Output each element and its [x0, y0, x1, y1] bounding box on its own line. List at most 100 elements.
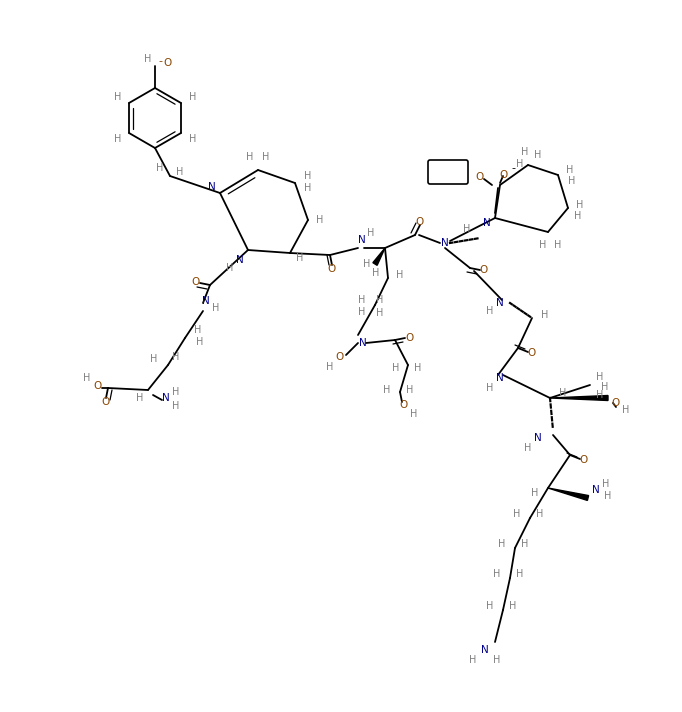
- Text: H: H: [486, 601, 494, 611]
- Text: H: H: [542, 310, 549, 320]
- Text: H: H: [559, 388, 567, 398]
- Text: H: H: [188, 135, 196, 145]
- Text: H: H: [531, 488, 539, 498]
- Text: H: H: [539, 240, 547, 250]
- Text: H: H: [514, 509, 520, 519]
- Text: H: H: [114, 92, 121, 102]
- Text: H: H: [516, 569, 524, 579]
- Text: N: N: [359, 338, 367, 348]
- Text: N: N: [592, 485, 600, 495]
- Text: O: O: [416, 217, 424, 227]
- Text: N: N: [496, 373, 504, 383]
- Text: H: H: [173, 387, 179, 397]
- Text: H: H: [376, 308, 384, 318]
- Text: H: H: [145, 54, 151, 64]
- Text: H: H: [516, 159, 524, 169]
- Text: H: H: [566, 165, 574, 175]
- Text: N: N: [483, 218, 491, 228]
- Text: O: O: [192, 277, 200, 287]
- Text: H: H: [574, 211, 582, 221]
- FancyBboxPatch shape: [428, 160, 468, 184]
- Text: H: H: [463, 224, 471, 234]
- Text: H: H: [622, 405, 629, 415]
- Text: N: N: [236, 255, 244, 265]
- Text: H: H: [326, 362, 333, 372]
- Text: H: H: [469, 655, 477, 665]
- Text: H: H: [196, 337, 204, 347]
- Text: H: H: [509, 601, 517, 611]
- Text: N: N: [162, 393, 170, 403]
- Text: H: H: [364, 259, 371, 269]
- Text: H: H: [568, 176, 576, 186]
- Text: H: H: [173, 401, 179, 411]
- Text: N: N: [496, 298, 504, 308]
- Text: H: H: [156, 163, 164, 173]
- Text: N: N: [208, 182, 216, 192]
- Text: H: H: [114, 135, 121, 145]
- Text: H: H: [486, 306, 494, 316]
- Text: -: -: [158, 56, 162, 66]
- Polygon shape: [373, 248, 385, 266]
- Text: O: O: [579, 455, 587, 465]
- Text: H: H: [383, 385, 391, 395]
- Text: H: H: [173, 352, 179, 362]
- Text: H: H: [602, 382, 609, 392]
- Text: O: O: [328, 264, 336, 274]
- Text: H: H: [263, 152, 269, 162]
- Polygon shape: [548, 488, 589, 501]
- Text: H: H: [576, 200, 584, 210]
- Text: H: H: [188, 92, 196, 102]
- Text: H: H: [602, 479, 610, 489]
- Text: O: O: [612, 398, 620, 408]
- Text: H: H: [226, 263, 234, 273]
- Text: H: H: [296, 253, 303, 263]
- Text: O: O: [336, 352, 344, 362]
- Text: O: O: [499, 170, 507, 180]
- Text: H: H: [358, 307, 366, 317]
- Text: H: H: [304, 183, 312, 193]
- Text: H: H: [554, 240, 562, 250]
- Polygon shape: [550, 395, 608, 400]
- Text: H: H: [406, 385, 414, 395]
- Text: H: H: [493, 569, 501, 579]
- Text: O: O: [479, 265, 487, 275]
- Text: H: H: [368, 228, 374, 238]
- Text: Abs: Abs: [439, 167, 457, 177]
- Text: H: H: [414, 363, 421, 373]
- Text: H: H: [392, 363, 400, 373]
- Text: H: H: [177, 167, 183, 177]
- Text: H: H: [246, 152, 254, 162]
- Text: H: H: [521, 539, 529, 549]
- Text: N: N: [358, 235, 366, 245]
- Text: O: O: [94, 381, 102, 391]
- Text: N: N: [534, 433, 542, 443]
- Text: H: H: [194, 325, 202, 335]
- Text: H: H: [136, 393, 144, 403]
- Text: O: O: [399, 400, 407, 410]
- Text: H: H: [396, 270, 404, 280]
- Text: O: O: [405, 333, 413, 343]
- Text: H: H: [316, 215, 324, 225]
- Text: H: H: [486, 383, 494, 393]
- Text: O: O: [101, 397, 109, 407]
- Text: H: H: [372, 268, 380, 278]
- Text: H: H: [376, 295, 384, 305]
- Text: H: H: [358, 295, 366, 305]
- Text: H: H: [493, 655, 501, 665]
- Text: H: H: [596, 390, 604, 400]
- Text: H: H: [524, 443, 532, 453]
- Text: H: H: [534, 150, 542, 160]
- Text: H: H: [536, 509, 544, 519]
- Text: H: H: [521, 147, 529, 157]
- Text: -: -: [511, 163, 515, 173]
- Text: H: H: [604, 491, 612, 501]
- Text: O: O: [163, 58, 171, 68]
- Text: O: O: [528, 348, 536, 358]
- Text: N: N: [202, 296, 210, 306]
- Text: H: H: [212, 303, 220, 313]
- Text: H: H: [411, 409, 417, 419]
- Text: O: O: [475, 172, 483, 182]
- Text: H: H: [150, 354, 158, 364]
- Text: H: H: [596, 372, 604, 382]
- Text: H: H: [499, 539, 505, 549]
